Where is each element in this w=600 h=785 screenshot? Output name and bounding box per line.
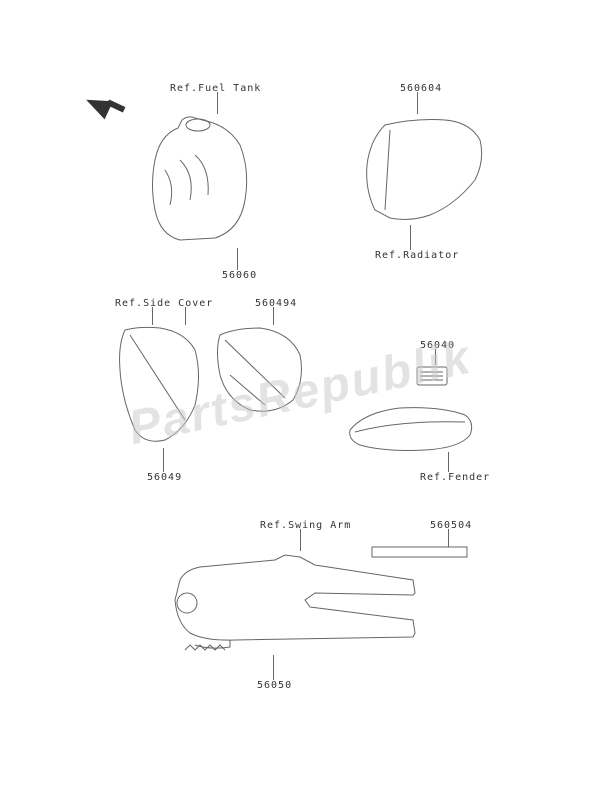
label-plate-shape	[415, 365, 450, 387]
fender-shape	[340, 400, 480, 455]
leader-line	[152, 307, 153, 325]
fender-ref-label: Ref.Fender	[420, 472, 490, 483]
swing-arm-label-number: 560504	[430, 520, 472, 531]
side-panel-shape	[205, 320, 310, 420]
side-panel-number: 560494	[255, 298, 297, 309]
leader-line	[185, 307, 186, 325]
fuel-tank-shape	[140, 110, 260, 250]
leader-line	[410, 225, 411, 250]
swing-arm-shape	[155, 545, 425, 660]
swing-arm-label-shape	[370, 545, 470, 560]
radiator-ref-label: Ref.Radiator	[375, 250, 459, 261]
side-cover-ref-label: Ref.Side Cover	[115, 298, 213, 309]
label-plate-number: 56040	[420, 340, 455, 351]
leader-line	[237, 248, 238, 270]
leader-line	[273, 655, 274, 680]
radiator-shroud-shape	[355, 110, 495, 230]
leader-line	[163, 448, 164, 472]
leader-line	[435, 349, 436, 365]
side-cover-shape	[110, 320, 210, 450]
orientation-arrow-tail	[107, 99, 126, 112]
swing-arm-ref-label: Ref.Swing Arm	[260, 520, 351, 531]
side-cover-number: 56049	[147, 472, 182, 483]
radiator-number: 560604	[400, 83, 442, 94]
leader-line	[217, 92, 218, 114]
leader-line	[300, 529, 301, 551]
leader-line	[448, 452, 449, 472]
fuel-tank-ref-label: Ref.Fuel Tank	[170, 83, 261, 94]
leader-line	[273, 307, 274, 325]
fuel-tank-number: 56060	[222, 270, 257, 281]
parts-diagram: PartsRepublik Ref.Fuel Tank 56060 560604…	[0, 0, 600, 785]
leader-line	[448, 529, 449, 547]
leader-line	[417, 92, 418, 114]
swing-arm-number: 56050	[257, 680, 292, 691]
